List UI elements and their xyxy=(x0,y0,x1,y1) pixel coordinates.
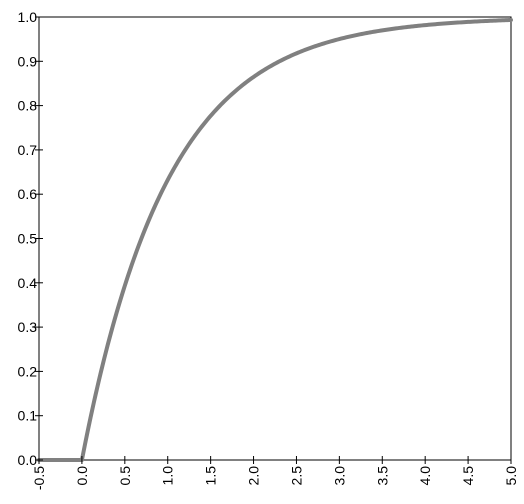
data-point xyxy=(101,360,105,364)
y-tick-label: 0.0 xyxy=(18,452,38,468)
x-axis: -0.5 0.0 0.5 1.0 1.5 2.0 2.5 3.0 3.5 4.0 4.5 5.0 xyxy=(31,456,519,490)
y-tick-label: 1.0 xyxy=(18,9,38,25)
plot-area xyxy=(37,16,513,462)
x-tick-label: 4.0 xyxy=(417,466,433,486)
data-point xyxy=(144,224,148,228)
x-tick-label: 5.0 xyxy=(503,466,519,486)
data-point xyxy=(166,178,170,182)
plot-frame xyxy=(38,16,512,461)
data-point xyxy=(252,75,256,79)
x-tick-label: 3.0 xyxy=(331,466,347,486)
y-tick-label: 0.6 xyxy=(18,186,38,202)
y-axis: 0.0 0.1 0.2 0.3 0.4 0.5 0.6 0.7 0.8 0.9 1.0 xyxy=(18,9,43,468)
data-point xyxy=(230,92,234,96)
y-tick-label: 0.2 xyxy=(18,363,38,379)
y-tick-label: 0.4 xyxy=(18,275,38,291)
data-point xyxy=(337,37,341,41)
y-tick-label: 0.7 xyxy=(18,142,38,158)
x-tick-label: 1.0 xyxy=(160,466,176,486)
data-point xyxy=(294,51,298,55)
y-tick-label: 0.1 xyxy=(18,408,38,424)
y-tick-label: 0.5 xyxy=(18,231,38,247)
x-tick-label: 2.0 xyxy=(246,466,262,486)
y-tick-label: 0.9 xyxy=(18,53,38,69)
x-tick-label: 1.5 xyxy=(203,466,219,486)
data-point xyxy=(380,28,384,32)
data-point xyxy=(123,284,127,288)
x-tick-label: 0.5 xyxy=(117,466,133,486)
y-tick-label: 0.8 xyxy=(18,98,38,114)
series-line xyxy=(37,17,513,462)
x-tick-label: 4.5 xyxy=(460,466,476,486)
data-point xyxy=(209,114,213,118)
data-point xyxy=(423,23,427,27)
data-point xyxy=(466,20,470,24)
x-tick-label: -0.5 xyxy=(31,466,47,490)
y-tick-label: 0.3 xyxy=(18,319,38,335)
x-tick-label: 0.0 xyxy=(74,466,90,486)
x-tick-label: 3.5 xyxy=(374,466,390,486)
data-point xyxy=(187,142,191,146)
x-tick-label: 2.5 xyxy=(288,466,304,486)
data-point xyxy=(509,18,513,22)
